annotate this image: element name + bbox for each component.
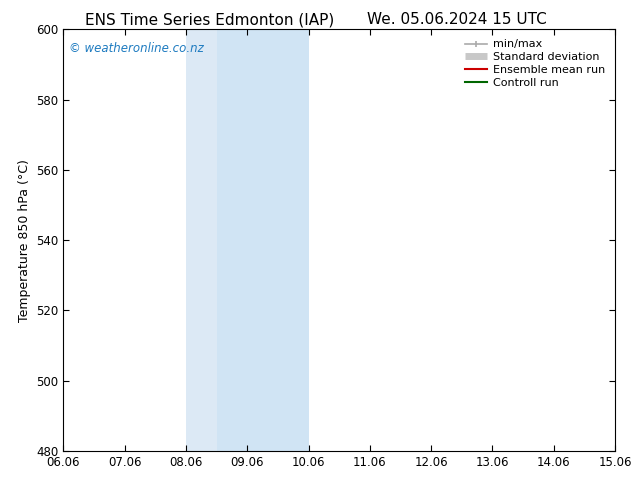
Bar: [186, 29, 217, 451]
Bar: [615, 29, 634, 451]
Y-axis label: Temperature 850 hPa (°C): Temperature 850 hPa (°C): [18, 159, 30, 321]
Text: ENS Time Series Edmonton (IAP): ENS Time Series Edmonton (IAP): [84, 12, 334, 27]
Legend: min/max, Standard deviation, Ensemble mean run, Controll run: min/max, Standard deviation, Ensemble me…: [460, 35, 609, 92]
Text: © weatheronline.co.nz: © weatheronline.co.nz: [69, 42, 204, 55]
Text: We. 05.06.2024 15 UTC: We. 05.06.2024 15 UTC: [366, 12, 547, 27]
Bar: [217, 29, 309, 451]
